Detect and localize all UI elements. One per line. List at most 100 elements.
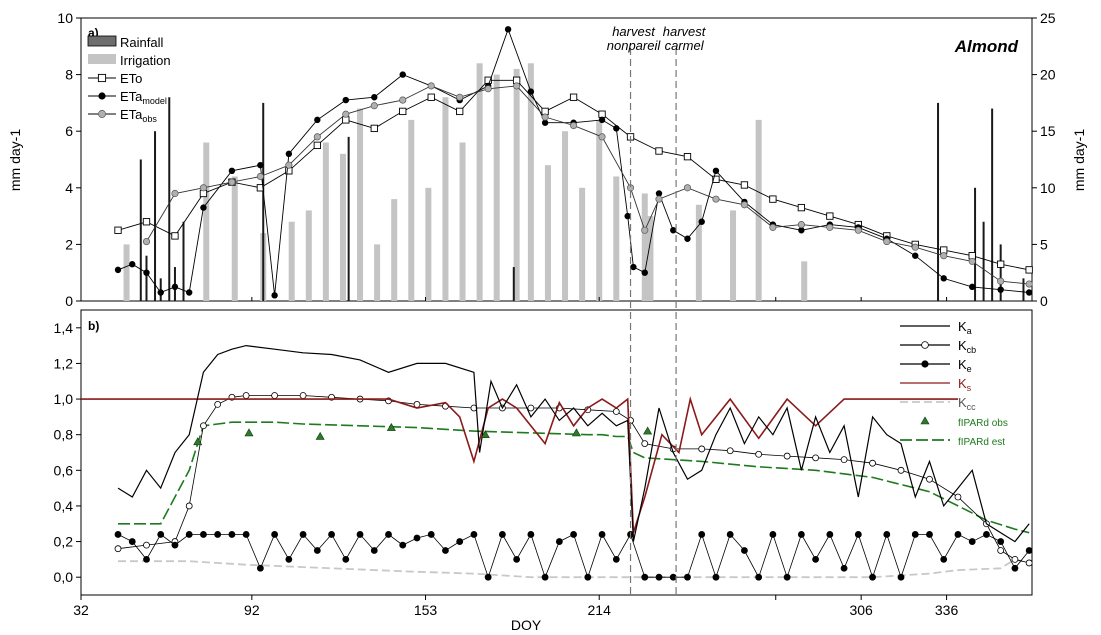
irrigation-bar bbox=[641, 193, 648, 301]
irrigation-bar bbox=[562, 131, 569, 301]
kcb-point bbox=[114, 545, 122, 553]
ke-point bbox=[911, 531, 919, 538]
eta-model-point bbox=[271, 292, 278, 299]
kcc-line bbox=[118, 558, 1030, 579]
eta-model-point bbox=[969, 283, 976, 291]
irrigation-bar bbox=[123, 244, 130, 301]
eta-obs-point bbox=[683, 184, 692, 192]
ke-point bbox=[527, 531, 535, 538]
ke-point bbox=[854, 531, 862, 538]
rainfall-bar bbox=[139, 159, 142, 301]
panel-a-ylabel-left: mm day-1 bbox=[7, 129, 23, 191]
chart-title: Almond bbox=[954, 37, 1019, 56]
ke-point bbox=[897, 573, 905, 581]
eta-model-point bbox=[228, 167, 236, 175]
eta-model-point bbox=[630, 263, 637, 271]
eto-point bbox=[797, 203, 806, 212]
panel-b-xtick-label: 306 bbox=[849, 602, 873, 618]
irrigation-bar bbox=[544, 165, 551, 301]
ke-point bbox=[940, 555, 948, 563]
kcb-point bbox=[299, 392, 307, 399]
harvest-label-line1: harvest bbox=[663, 24, 707, 39]
irrigation-bar bbox=[513, 68, 520, 301]
eto-point bbox=[769, 195, 777, 203]
irrigation-bar bbox=[408, 119, 415, 301]
panel-b-label: b) bbox=[88, 319, 99, 333]
kcb-point bbox=[214, 401, 222, 408]
ke-point bbox=[797, 531, 805, 538]
eta-model-point bbox=[157, 289, 164, 296]
ke-point bbox=[342, 555, 350, 563]
eta-model-point bbox=[712, 167, 720, 175]
legend-irrigation-swatch bbox=[88, 54, 116, 64]
panel-b-plot bbox=[81, 344, 1033, 581]
eta-obs-point bbox=[513, 82, 521, 90]
irrigation-bar bbox=[647, 216, 654, 301]
harvest-label-line2: carmel bbox=[665, 38, 705, 53]
irrigation-bar bbox=[442, 97, 449, 302]
panel-a-frame bbox=[80, 17, 1033, 302]
ke-point bbox=[840, 564, 848, 572]
ke-point bbox=[299, 531, 307, 538]
rainfall-bar bbox=[182, 221, 185, 301]
ke-point bbox=[1025, 547, 1033, 554]
ke-point bbox=[741, 547, 748, 554]
legend-marker bbox=[921, 360, 929, 368]
ke-point bbox=[385, 531, 392, 538]
eta-obs-point bbox=[997, 277, 1005, 285]
eta-obs-point bbox=[199, 184, 207, 192]
kcb-point bbox=[997, 547, 1005, 554]
rainfall-bar bbox=[262, 102, 265, 302]
kcb-point bbox=[527, 404, 535, 412]
ke-point bbox=[313, 547, 321, 554]
eta-model-point bbox=[624, 212, 631, 220]
irrigation-bar bbox=[613, 176, 620, 301]
eta-obs-point bbox=[769, 223, 777, 231]
eta-model-point bbox=[798, 227, 805, 234]
rainfall-bar bbox=[154, 131, 157, 301]
rainfall-bar bbox=[347, 136, 350, 301]
eta-model-point bbox=[670, 227, 677, 234]
eto-point bbox=[826, 212, 834, 220]
rainfall-bar bbox=[937, 102, 940, 302]
panel-a-ytick-right-label: 5 bbox=[1040, 236, 1048, 252]
ke-point bbox=[812, 555, 820, 563]
eta-model-point bbox=[314, 116, 321, 124]
ke-point bbox=[1011, 564, 1019, 572]
ke-point bbox=[769, 531, 777, 538]
eta-model-point bbox=[655, 190, 663, 197]
ke-point bbox=[968, 538, 976, 545]
legend-label: Irrigation bbox=[120, 53, 171, 68]
ke-point bbox=[470, 531, 478, 538]
eta-obs-point bbox=[370, 102, 378, 110]
fipard-obs-point bbox=[386, 422, 396, 431]
ke-point bbox=[200, 531, 207, 538]
irrigation-bar bbox=[527, 63, 534, 301]
legend-label: Kcc bbox=[958, 395, 976, 412]
fipard-obs-point bbox=[643, 426, 653, 435]
fipard-obs-point bbox=[244, 428, 254, 437]
eta-obs-point bbox=[598, 133, 606, 141]
eto-point bbox=[598, 110, 606, 118]
kcb-point bbox=[271, 392, 279, 399]
eto-point bbox=[1025, 266, 1033, 274]
kcb-point bbox=[698, 445, 706, 453]
panel-b-xtick-label: 92 bbox=[244, 602, 260, 618]
panel-a-ytick-left-label: 0 bbox=[65, 293, 73, 309]
panel-a-ytick-right-label: 25 bbox=[1040, 10, 1056, 26]
irrigation-bar bbox=[322, 142, 329, 301]
ke-point bbox=[256, 564, 264, 572]
eta-obs-point bbox=[826, 223, 834, 231]
irrigation-bar bbox=[755, 119, 762, 301]
panel-a-plot bbox=[114, 26, 1033, 302]
eta-obs-point bbox=[142, 238, 151, 246]
eta-obs-point bbox=[256, 172, 264, 181]
eta-obs-point bbox=[342, 110, 350, 118]
eta-model-point bbox=[940, 275, 947, 282]
eta-obs-point bbox=[399, 96, 407, 104]
kcb-point bbox=[242, 392, 250, 399]
ka-line bbox=[117, 344, 1030, 543]
eto-point bbox=[569, 93, 578, 101]
legend-label: ETo bbox=[120, 71, 142, 86]
